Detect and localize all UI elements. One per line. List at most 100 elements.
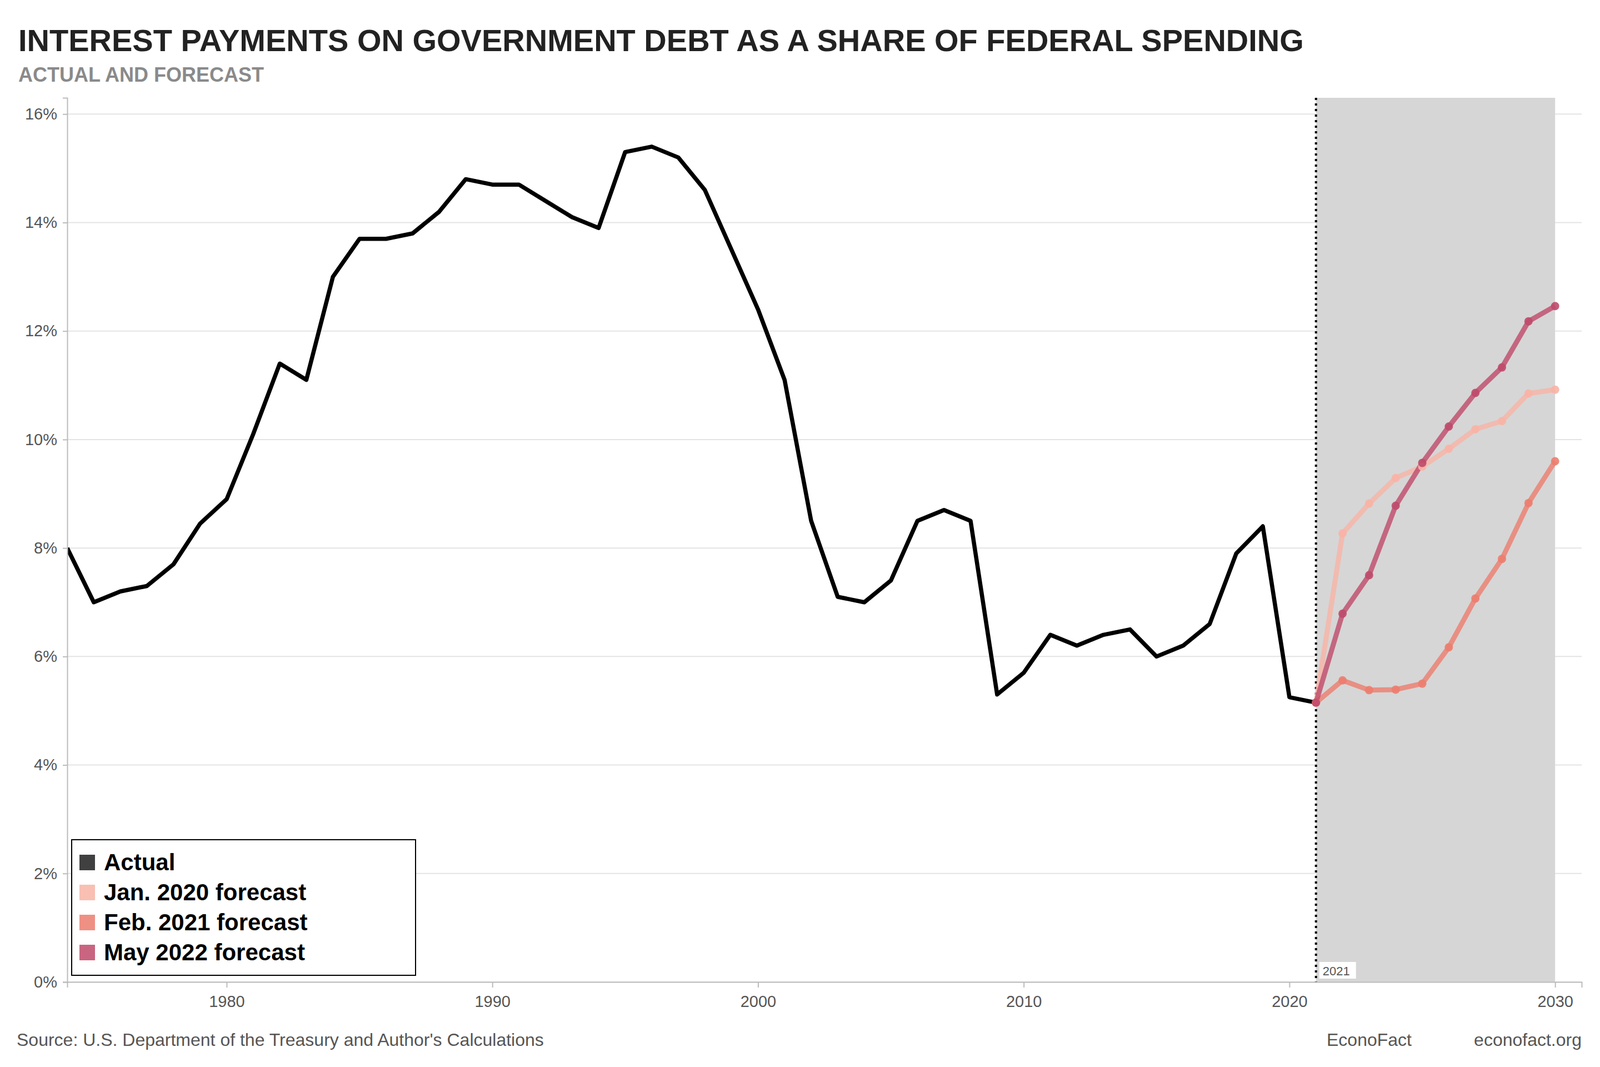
series-marker — [1551, 385, 1560, 394]
series-marker — [1471, 425, 1480, 434]
annotation-label: 2021 — [1322, 963, 1350, 978]
x-tick: 2000 — [740, 981, 777, 1010]
x-axis: 1980 1990 2000 2010 2020 2030 — [67, 981, 1583, 1010]
x-tick: 1990 — [474, 981, 511, 1010]
x-tick-mark — [226, 981, 228, 988]
footer-brand: EconoFact — [1326, 1029, 1412, 1050]
x-tick: 1980 — [208, 981, 245, 1010]
series-marker — [1471, 388, 1480, 397]
y-tick: 6% — [33, 647, 68, 665]
x-tick-mark — [1555, 981, 1557, 988]
series-marker — [1444, 422, 1453, 431]
y-tick: 4% — [33, 755, 68, 774]
y-tick: 8% — [33, 538, 68, 557]
x-tick: 2020 — [1271, 981, 1308, 1010]
y-tick: 16% — [25, 105, 68, 123]
background — [0, 0, 1600, 1067]
legend-swatch — [79, 854, 95, 870]
legend-box — [71, 839, 416, 975]
y-tick-label: 8% — [33, 538, 58, 557]
series-line — [67, 146, 1317, 703]
series-marker — [1444, 444, 1453, 453]
y-axis: 0% 2% 4% 6% 8% 10% 12% 14% 16% — [25, 98, 68, 991]
x-tick-label: 2000 — [740, 992, 777, 1010]
y-tick-label: 2% — [33, 864, 58, 883]
series-marker — [1338, 676, 1347, 685]
series-marker — [1418, 458, 1427, 467]
y-tick: 14% — [25, 213, 68, 232]
series-line — [1316, 306, 1555, 703]
x-axis-line — [67, 982, 1583, 988]
y-tick-label: 10% — [25, 430, 58, 449]
series-marker — [1497, 363, 1507, 372]
legend-swatch — [79, 914, 95, 930]
series-marker — [1497, 416, 1507, 425]
plot-area — [67, 97, 1560, 982]
x-tick-mark — [1023, 981, 1025, 988]
y-tick-mark — [62, 872, 68, 874]
legend: Actual Jan. 2020 forecast Feb. 2021 foreca… — [71, 839, 416, 975]
y-tick-mark — [62, 113, 68, 115]
legend-label: May 2022 forecast — [103, 938, 305, 965]
annotation-line — [1315, 97, 1318, 982]
y-tick-label: 12% — [25, 321, 58, 340]
series-marker — [1391, 473, 1400, 483]
y-tick-mark — [62, 330, 68, 332]
series-marker — [1365, 499, 1374, 508]
legend-label: Jan. 2020 forecast — [103, 878, 307, 905]
series-marker — [1524, 498, 1533, 508]
y-tick-label: 16% — [25, 105, 58, 123]
series-marker — [1444, 642, 1453, 652]
x-tick-mark — [1288, 981, 1290, 988]
legend-label: Actual — [103, 848, 175, 875]
x-tick: 2010 — [1006, 981, 1043, 1010]
x-tick-mark — [492, 981, 494, 988]
y-tick-mark — [62, 981, 68, 983]
y-tick: 10% — [25, 430, 68, 449]
x-tick-label: 2020 — [1271, 992, 1308, 1010]
series-marker — [1391, 685, 1400, 694]
series-marker — [1551, 456, 1560, 465]
y-tick-label: 6% — [33, 647, 58, 665]
y-tick: 0% — [33, 972, 68, 991]
x-tick-label: 2010 — [1006, 992, 1043, 1010]
series-marker — [1311, 698, 1320, 707]
title: INTEREST PAYMENTS ON GOVERNMENT DEBT AS … — [18, 22, 1304, 58]
annotation-label-bg — [1319, 961, 1357, 979]
x-tick-label: 2030 — [1537, 992, 1574, 1010]
y-tick: 12% — [25, 321, 68, 340]
forecast-shade — [1316, 97, 1555, 982]
y-tick: 2% — [33, 864, 68, 883]
x-tick-mark — [757, 981, 759, 988]
series-line — [1316, 389, 1555, 703]
series-marker — [1524, 317, 1533, 326]
series-marker — [1338, 609, 1347, 618]
series-marker — [1338, 528, 1347, 538]
y-tick-mark — [62, 222, 68, 224]
legend-swatch — [79, 944, 95, 960]
y-tick-mark — [62, 438, 68, 440]
x-tick-label: 1990 — [474, 992, 511, 1010]
x-tick: 2030 — [1537, 981, 1574, 1010]
series-marker — [1311, 698, 1320, 707]
x-tick-label: 1980 — [208, 992, 245, 1010]
series-marker — [1418, 679, 1427, 688]
series-marker — [1471, 593, 1480, 603]
y-axis-line — [62, 98, 68, 983]
series-line — [1316, 461, 1555, 703]
legend-swatch — [79, 884, 95, 900]
footer-url: econofact.org — [1473, 1029, 1582, 1050]
subtitle: ACTUAL AND FORECAST — [18, 63, 264, 87]
series-marker — [1391, 501, 1400, 510]
series-marker — [1365, 685, 1374, 694]
series-marker — [1311, 698, 1320, 707]
y-tick-label: 14% — [25, 213, 58, 232]
chart: INTEREST PAYMENTS ON GOVERNMENT DEBT AS … — [0, 0, 1600, 1067]
source: Source: U.S. Department of the Treasury … — [16, 1029, 544, 1050]
legend-label: Feb. 2021 forecast — [103, 908, 308, 935]
y-tick-mark — [62, 547, 68, 549]
y-tick-mark — [62, 656, 68, 658]
series-marker — [1497, 554, 1507, 563]
y-tick-label: 0% — [33, 972, 58, 991]
series-marker — [1551, 301, 1560, 310]
